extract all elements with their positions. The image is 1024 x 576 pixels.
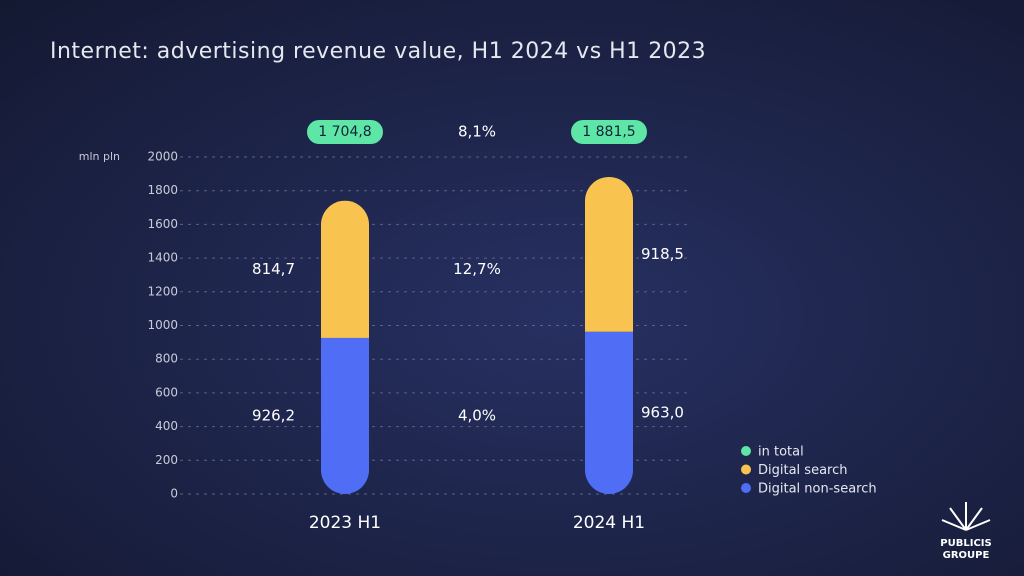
logo-text: PUBLICIS — [940, 538, 991, 549]
y-tick-label: 1200 — [147, 284, 178, 298]
bar-segment — [585, 331, 633, 494]
bar-segment — [585, 176, 633, 332]
logo-icon — [941, 502, 991, 531]
data-label: 926,2 — [252, 406, 295, 424]
y-tick-label: 600 — [155, 385, 178, 399]
y-tick-label: 1800 — [147, 183, 178, 197]
y-axis-label: mln pln — [79, 150, 120, 163]
change-label: 4,0% — [458, 406, 496, 424]
total-badge — [307, 120, 383, 144]
legend-label: Digital non-search — [758, 482, 877, 497]
y-tick-label: 2000 — [147, 150, 178, 164]
total-badge — [571, 120, 647, 144]
legend-swatch — [741, 446, 751, 456]
x-tick-label: 2024 H1 — [573, 513, 645, 533]
legend-swatch — [741, 464, 751, 475]
chart-title: Internet: advertising revenue value, H1 … — [50, 39, 706, 64]
change-label: 12,7% — [453, 260, 501, 278]
total-label: 1 881,5 — [582, 124, 635, 140]
total-label: 1 704,8 — [318, 124, 371, 140]
bar-group — [321, 200, 369, 494]
y-tick-label: 1400 — [147, 251, 178, 265]
bar-group — [585, 176, 633, 494]
y-tick-label: 200 — [155, 453, 178, 467]
y-tick-label: 1600 — [147, 217, 178, 231]
bar-segment — [321, 337, 369, 494]
y-tick-label: 800 — [155, 352, 178, 366]
legend-label: in total — [758, 445, 804, 460]
x-tick-label: 2023 H1 — [309, 513, 381, 533]
y-tick-label: 400 — [155, 419, 178, 433]
change-label: 8,1% — [458, 123, 496, 141]
legend-swatch — [741, 483, 751, 493]
data-label: 963,0 — [641, 403, 684, 421]
bar-segment — [321, 200, 369, 338]
data-label: 918,5 — [641, 245, 684, 263]
legend-label: Digital search — [758, 463, 847, 478]
y-tick-label: 1000 — [147, 318, 178, 332]
y-tick-label: 0 — [170, 487, 178, 501]
logo-text: GROUPE — [943, 550, 990, 561]
data-label: 814,7 — [252, 260, 295, 278]
